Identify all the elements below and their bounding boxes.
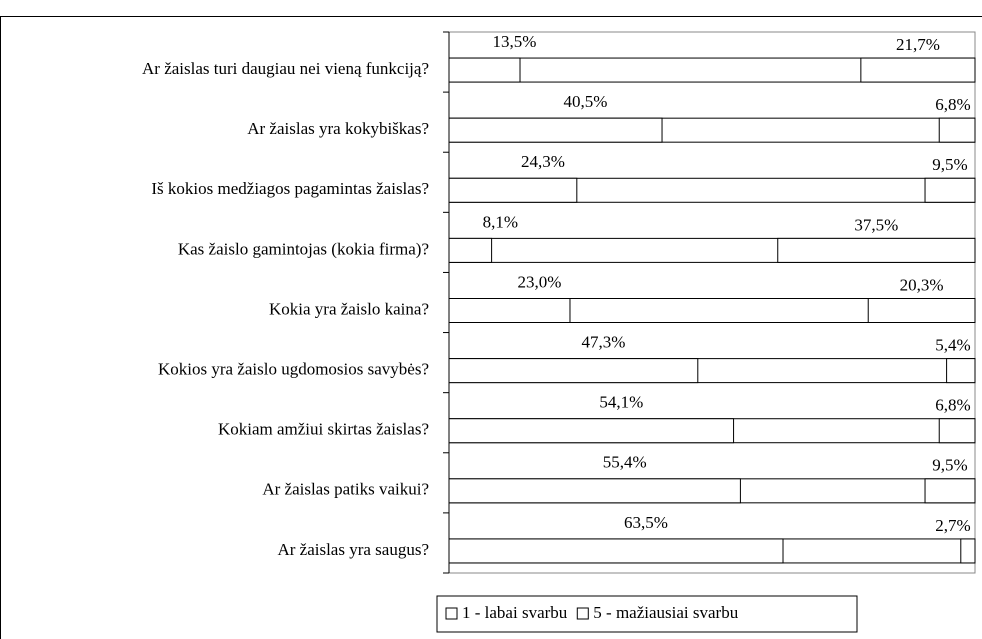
data-label: 24,3% <box>521 152 565 171</box>
y-tick-label: Ar žaislas patiks vaikui? <box>262 480 429 499</box>
data-label: 8,1% <box>483 212 518 231</box>
data-label: 63,5% <box>624 513 668 532</box>
data-label: 2,7% <box>935 516 970 535</box>
legend-swatch <box>445 607 458 620</box>
bar <box>938 117 976 143</box>
bar <box>448 177 578 203</box>
bar <box>448 298 571 323</box>
chart-border <box>0 16 982 639</box>
y-tick-label: Kokia yra žaislo kaina? <box>269 299 429 318</box>
data-label: 55,4% <box>603 453 647 472</box>
legend-label: 1 - labai svarbu <box>462 603 568 622</box>
data-label: 20,3% <box>900 275 944 294</box>
data-label: 9,5% <box>932 456 967 475</box>
bar <box>867 298 976 323</box>
y-tick-label: Ar žaislas yra kokybiškas? <box>247 119 429 138</box>
bar <box>448 418 735 444</box>
data-label: 47,3% <box>581 333 625 352</box>
legend-label: 5 - mažiausiai svarbu <box>593 603 738 622</box>
bar <box>924 177 976 203</box>
bar <box>946 358 976 384</box>
bar <box>777 237 976 263</box>
bar <box>448 538 784 564</box>
bar <box>960 538 976 564</box>
data-label: 21,7% <box>896 35 940 54</box>
bar <box>938 418 976 444</box>
data-label: 23,0% <box>518 272 562 291</box>
data-label: 40,5% <box>564 92 608 111</box>
y-tick-label: Iš kokios medžiagos pagamintas žaislas? <box>151 179 429 198</box>
legend-box <box>436 595 858 633</box>
data-label: 6,8% <box>935 95 970 114</box>
data-label: 37,5% <box>854 215 898 234</box>
bar <box>448 358 699 384</box>
y-tick-label: Kokios yra žaislo ugdomosios savybės? <box>158 360 429 379</box>
data-label: 6,8% <box>935 396 970 415</box>
bar <box>860 57 976 83</box>
y-tick-label: Ar žaislas yra saugus? <box>277 540 429 559</box>
bar <box>448 478 741 504</box>
data-label: 9,5% <box>932 155 967 174</box>
y-tick-label: Kokiam amžiui skirtas žaislas? <box>218 420 429 439</box>
bar <box>448 57 521 83</box>
legend-swatch <box>576 607 589 620</box>
y-tick-label: Ar žaislas turi daugiau nei vieną funkci… <box>142 59 429 78</box>
data-label: 5,4% <box>935 336 970 355</box>
y-tick-label: Kas žaislo gamintojas (kokia firma)? <box>178 239 429 258</box>
bar <box>924 478 976 504</box>
bar <box>448 117 663 143</box>
bar <box>448 237 493 263</box>
data-label: 54,1% <box>599 393 643 412</box>
data-label: 13,5% <box>493 32 537 51</box>
